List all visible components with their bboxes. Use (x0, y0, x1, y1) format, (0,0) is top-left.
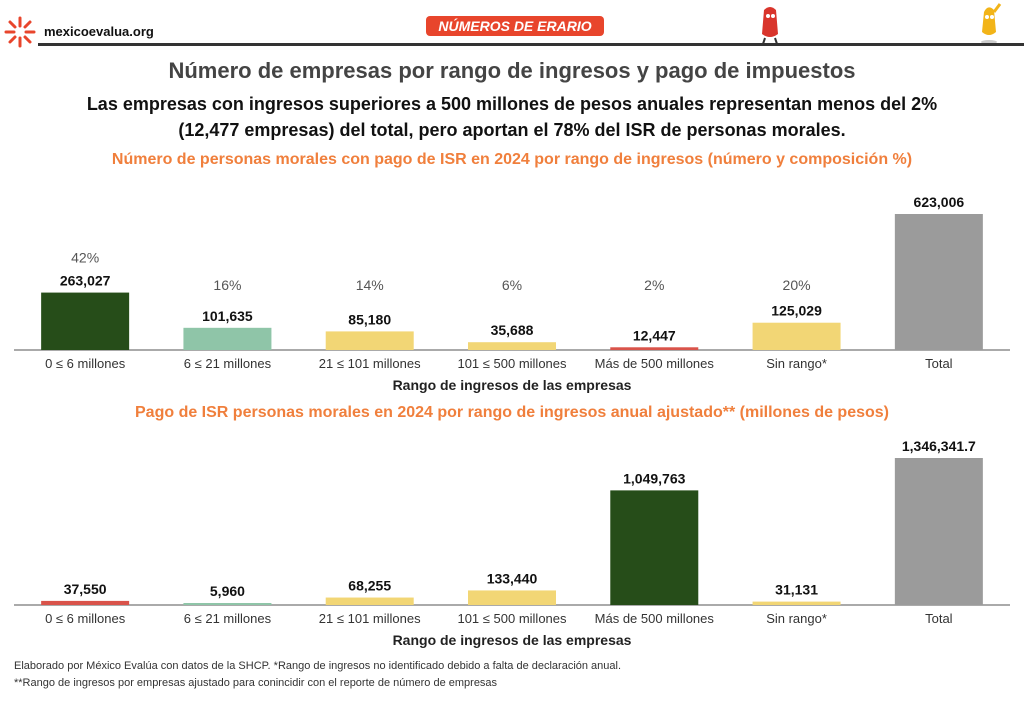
yellow-pepper-mascot-icon (981, 3, 1002, 44)
percent-label-5: 2% (644, 277, 664, 293)
category-label-3: 21 ≤ 101 millones (319, 356, 421, 371)
category-label-4: 101 ≤ 500 millones (457, 356, 567, 371)
percent-label-1: 42% (71, 250, 99, 266)
category-label-5: Más de 500 millones (595, 611, 715, 626)
category-label-1: 0 ≤ 6 millones (45, 356, 126, 371)
bar-5 (610, 490, 699, 605)
subtitle-line-2: (12,477 empresas) del total, pero aporta… (178, 120, 846, 140)
brand-text[interactable]: mexicoevalua.org (44, 24, 154, 39)
value-label-2: 5,960 (210, 583, 245, 599)
category-label-6: Sin rango* (766, 611, 827, 626)
subtitle-line-1: Las empresas con ingresos superiores a 5… (86, 94, 938, 114)
percent-label-2: 16% (213, 277, 241, 293)
chart-2-title: Pago de ISR personas morales en 2024 por… (135, 404, 889, 421)
starburst-icon (4, 16, 36, 48)
bar-4 (468, 342, 556, 350)
bar-6 (752, 601, 841, 605)
svg-text:NÚMEROS DE ERARIO: NÚMEROS DE ERARIO (438, 17, 591, 34)
bar-5 (610, 347, 699, 350)
bar-4 (468, 590, 556, 605)
value-label-4: 35,688 (491, 322, 534, 338)
header: mexicoevalua.org NÚMEROS DE ERARIO (0, 0, 1024, 48)
category-label-6: Sin rango* (766, 356, 827, 371)
page-title: Número de empresas por rango de ingresos… (168, 58, 856, 83)
value-label-4: 133,440 (487, 570, 538, 586)
bar-6 (752, 322, 841, 350)
x-axis-title: Rango de ingresos de las empresas (393, 377, 632, 393)
chart-2-isr-payments: 37,550 0 ≤ 6 millones 5,960 6 ≤ 21 millones… (14, 438, 1010, 648)
value-label-1: 263,027 (60, 273, 111, 289)
red-pepper-mascot-icon (762, 7, 778, 45)
header-rule (38, 43, 1024, 46)
category-label-1: 0 ≤ 6 millones (45, 611, 126, 626)
value-label-5: 1,049,763 (623, 470, 685, 486)
bar-1 (41, 292, 130, 350)
bar-2 (183, 603, 272, 605)
percent-label-4: 6% (502, 277, 522, 293)
subtitle: Las empresas con ingresos superiores a 5… (40, 91, 984, 143)
value-label-6: 125,029 (771, 303, 822, 319)
bar-2 (183, 327, 272, 350)
percent-label-3: 14% (356, 277, 384, 293)
percent-label-6: 20% (783, 277, 811, 293)
value-label-3: 85,180 (348, 311, 391, 327)
bar-1 (41, 600, 130, 605)
bar-7 (894, 458, 983, 605)
footnote-1: Elaborado por México Evalúa con datos de… (14, 660, 622, 672)
value-label-2: 101,635 (202, 308, 253, 324)
category-label-3: 21 ≤ 101 millones (319, 611, 421, 626)
category-label-2: 6 ≤ 21 millones (184, 611, 272, 626)
value-label-3: 68,255 (348, 578, 391, 594)
value-label-5: 12,447 (633, 327, 676, 343)
category-label-2: 6 ≤ 21 millones (184, 356, 272, 371)
category-label-7: Total (925, 356, 953, 371)
value-label-7: 623,006 (914, 194, 965, 210)
category-label-5: Más de 500 millones (595, 356, 715, 371)
category-label-4: 101 ≤ 500 millones (457, 611, 567, 626)
value-label-1: 37,550 (64, 581, 107, 597)
chart-1-title: Número de personas morales con pago de I… (111, 151, 913, 168)
numeros-de-erario-logo: NÚMEROS DE ERARIO (426, 16, 604, 36)
value-label-6: 31,131 (775, 582, 818, 598)
footnote-2: **Rango de ingresos por empresas ajustad… (14, 677, 498, 689)
bar-3 (325, 331, 414, 350)
value-label-7: 1,346,341.7 (902, 438, 976, 454)
bar-3 (325, 597, 414, 605)
category-label-7: Total (925, 611, 953, 626)
x-axis-title: Rango de ingresos de las empresas (393, 632, 632, 648)
chart-1-companies: 263,027 42% 0 ≤ 6 millones 101,635 16% 6 ≤ 21… (14, 194, 1010, 393)
bar-7 (894, 214, 983, 350)
